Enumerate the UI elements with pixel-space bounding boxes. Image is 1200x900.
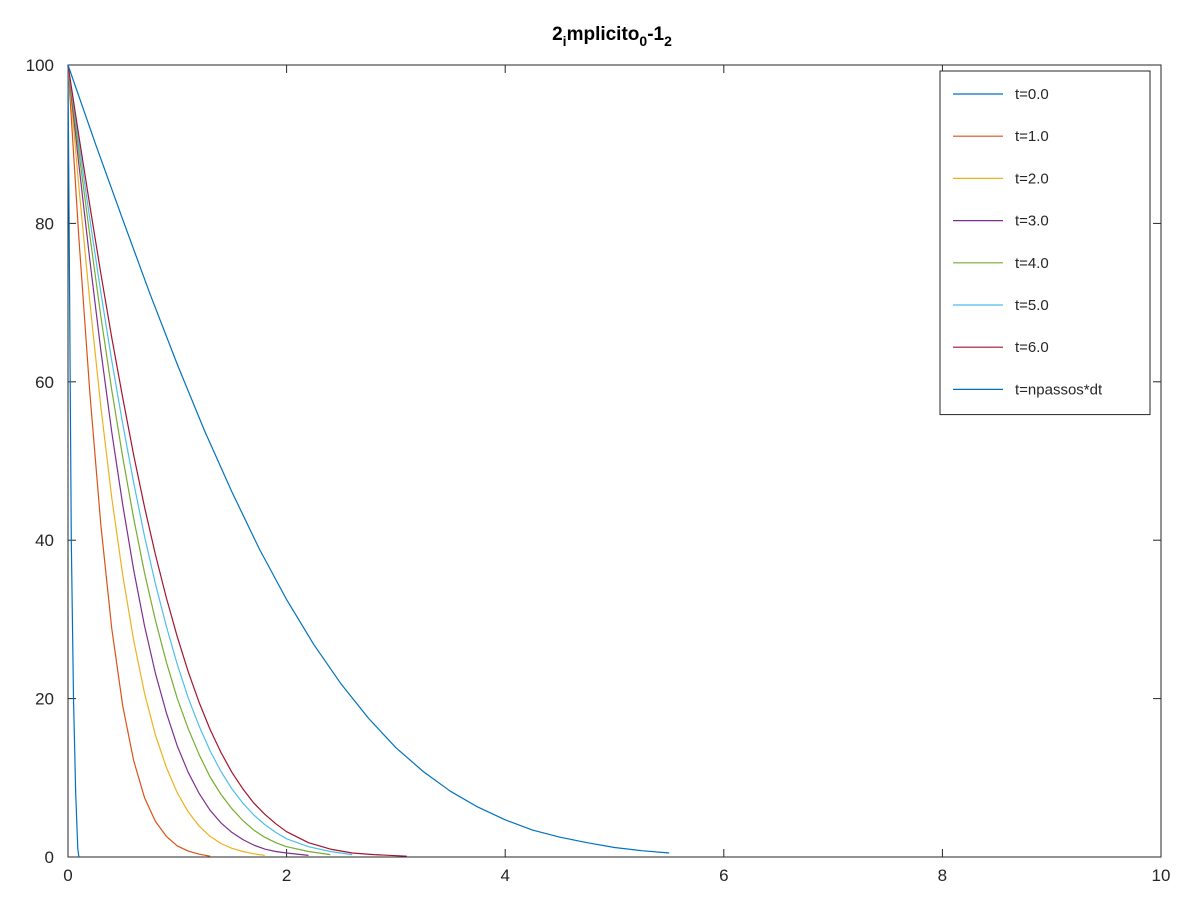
x-tick-label: 2: [282, 866, 291, 885]
chart-title: 2implicito0-12: [552, 24, 672, 49]
legend-label: t=1.0: [1015, 128, 1049, 145]
x-tick-label: 0: [63, 866, 72, 885]
series-line: [67, 64, 670, 854]
x-tick-label: 6: [719, 866, 728, 885]
legend-label: t=4.0: [1015, 255, 1049, 272]
title-segment: -1: [647, 24, 664, 45]
series-line: [67, 64, 265, 856]
legend-label: t=npassos*dt: [1015, 381, 1103, 398]
y-tick-label: 100: [26, 56, 54, 75]
series-line: [67, 64, 211, 857]
x-tick-label: 8: [938, 866, 947, 885]
legend-box: [939, 70, 1151, 416]
y-tick-label: 80: [35, 214, 54, 233]
legend-label: t=3.0: [1015, 213, 1049, 230]
x-tick-label: 4: [500, 866, 509, 885]
title-segment: i: [563, 33, 567, 49]
legend: t=0.0 t=1.0 t=2.0 t=3.0 t=4.0 t=5.0 t=6.0 t=npa…: [939, 70, 1151, 416]
series-line: [67, 64, 309, 856]
legend-label: t=6.0: [1015, 339, 1049, 356]
series-line: [67, 64, 80, 858]
y-tick-label: 40: [35, 531, 54, 550]
legend-label: t=0.0: [1015, 86, 1049, 103]
legend-label: t=5.0: [1015, 297, 1049, 314]
series-line: [67, 64, 407, 857]
y-tick-label: 20: [35, 690, 54, 709]
series-line: [67, 64, 331, 856]
series-line: [67, 64, 353, 856]
y-tick-label: 0: [45, 848, 54, 867]
title-segment: 0: [639, 33, 647, 49]
x-tick-label: 10: [1152, 866, 1171, 885]
legend-label: t=2.0: [1015, 170, 1049, 187]
title-segment: mplicito: [567, 24, 640, 45]
series-lines: [67, 64, 670, 858]
title-segment: 2: [664, 33, 672, 49]
y-tick-label: 60: [35, 373, 54, 392]
title-segment: 2: [552, 24, 563, 45]
